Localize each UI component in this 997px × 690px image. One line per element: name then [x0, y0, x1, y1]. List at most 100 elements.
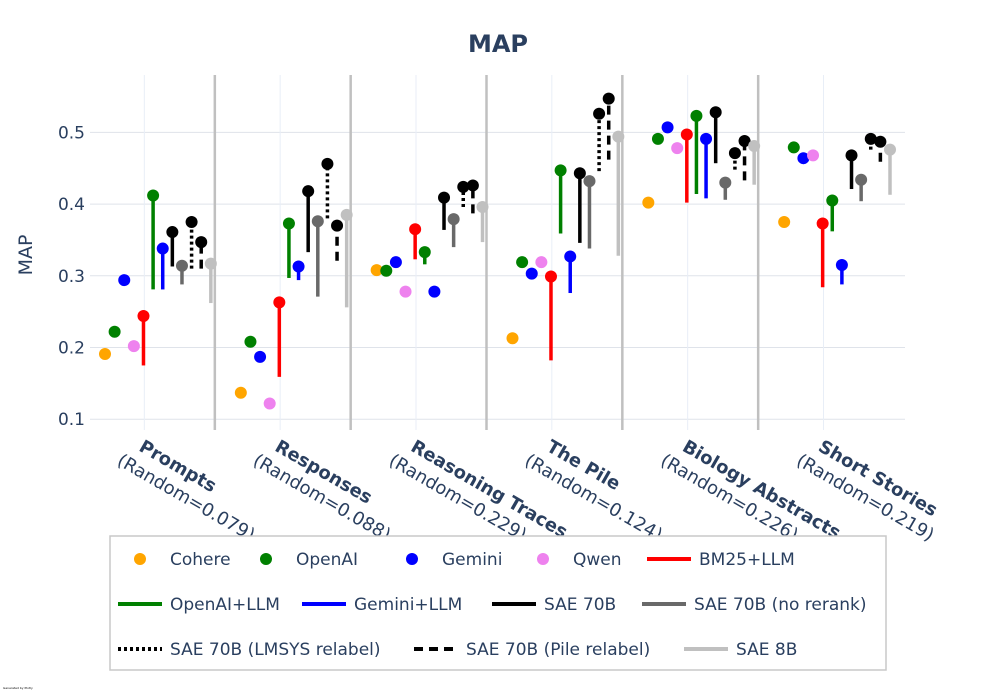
y-axis-label: MAP — [15, 235, 37, 276]
category-separators — [213, 75, 760, 430]
legend-item-bm25-llm: BM25+LLM — [647, 550, 795, 570]
bm25-llm-point — [680, 128, 693, 141]
sae-70b-point — [573, 167, 586, 180]
bm25-llm-point — [816, 217, 829, 230]
sae-70b-lmsys-relabel-point — [728, 147, 741, 160]
sae-70b-lmsys-relabel-point — [457, 180, 470, 193]
gemini-point — [661, 121, 674, 134]
legend-swatch — [260, 553, 272, 565]
legend-label: SAE 70B (LMSYS relabel) — [170, 640, 381, 660]
sae-70b-no-rerank-point — [311, 215, 324, 228]
sae-8b-point — [748, 140, 761, 152]
sae-70b-no-rerank-point — [855, 173, 868, 186]
sae-70b-point — [438, 191, 451, 204]
series-bm25-llm — [137, 128, 829, 377]
legend-label: Gemini — [442, 550, 502, 570]
openai-llm-point — [147, 189, 160, 202]
bm25-llm-point — [544, 270, 557, 283]
openai-point — [787, 141, 800, 154]
openai-point — [516, 256, 529, 269]
qwen-point — [671, 142, 684, 155]
series-qwen — [127, 142, 820, 410]
legend-label: Cohere — [170, 550, 231, 570]
y-tick-label: 0.2 — [58, 339, 85, 359]
openai-llm-point — [826, 194, 839, 207]
legend-label: SAE 8B — [736, 640, 797, 660]
openai-point — [108, 325, 121, 338]
series-gemini-llm — [156, 132, 848, 298]
cohere-point — [234, 386, 247, 399]
sae-70b-point — [166, 226, 179, 239]
sae-70b-lmsys-relabel-point — [185, 216, 198, 229]
cohere-point — [370, 264, 383, 277]
sae-70b-pile-relabel-point — [874, 135, 887, 148]
legend-label: BM25+LLM — [699, 550, 795, 570]
sae-70b-pile-relabel-point — [602, 92, 615, 105]
sae-8b-point — [204, 257, 217, 270]
qwen-point — [807, 149, 820, 162]
bm25-llm-point — [137, 309, 150, 322]
legend-label: SAE 70B (Pile relabel) — [466, 640, 650, 660]
legend-item-openai-llm: OpenAI+LLM — [118, 595, 280, 615]
legend-swatch — [134, 553, 146, 565]
series-sae-70b-pile-relabel — [195, 92, 887, 269]
gemini-llm-point — [835, 259, 848, 272]
legend-item-openai: OpenAI — [260, 550, 358, 570]
legend-item-gemini-llm: Gemini+LLM — [302, 595, 462, 615]
sae-70b-pile-relabel-point — [466, 179, 479, 192]
qwen-point — [127, 340, 140, 353]
x-tick-label: Prompts(Random=0.079) — [114, 436, 259, 546]
series-sae-70b — [166, 106, 858, 267]
bm25-llm-point — [273, 296, 286, 309]
qwen-point — [535, 256, 548, 269]
sae-8b-point — [612, 130, 625, 143]
legend-label: SAE 70B — [544, 595, 616, 615]
y-axis-ticks: 0.1 0.2 0.3 0.4 0.5 — [58, 123, 85, 430]
series-sae-70b-lmsys-relabel — [185, 107, 877, 269]
gemini-llm-point — [292, 260, 305, 273]
gemini-llm-point — [700, 132, 713, 145]
gemini-point — [254, 350, 267, 363]
legend-item-sae-70b-no-rerank: SAE 70B (no rerank) — [642, 595, 867, 615]
sae-70b-lmsys-relabel-point — [593, 107, 606, 120]
y-tick-label: 0.1 — [58, 410, 85, 430]
legend-label: Gemini+LLM — [354, 595, 462, 615]
y-tick-label: 0.3 — [58, 267, 85, 287]
y-tick-label: 0.5 — [58, 123, 85, 143]
gemini-point — [797, 152, 810, 165]
cohere-point — [98, 347, 111, 360]
cohere-point — [642, 196, 655, 209]
series-openai-llm — [147, 109, 839, 290]
bm25-llm-point — [409, 223, 422, 236]
legend-label: OpenAI — [296, 550, 358, 570]
openai-llm-point — [690, 109, 703, 122]
sae-70b-no-rerank-point — [583, 175, 596, 188]
qwen-point — [263, 397, 276, 410]
openai-llm-point — [282, 217, 295, 230]
gemini-llm-point — [564, 250, 577, 263]
gemini-llm-point — [156, 242, 169, 255]
series-sae-70b-no-rerank — [175, 173, 868, 297]
sae-8b-point — [340, 208, 353, 221]
legend-item-sae-70b-lmsys-relabel: SAE 70B (LMSYS relabel) — [118, 640, 381, 660]
qwen-point — [399, 285, 412, 298]
openai-point — [380, 264, 393, 277]
gemini-point — [118, 274, 131, 287]
sae-70b-point — [709, 106, 722, 119]
cohere-point — [778, 216, 791, 229]
sae-70b-lmsys-relabel-point — [321, 157, 334, 170]
series-cohere — [98, 196, 791, 399]
cohere-point — [506, 332, 519, 345]
openai-llm-point — [418, 246, 431, 259]
sae-70b-point — [845, 149, 858, 162]
gemini-llm-point — [428, 285, 441, 298]
gemini-point — [389, 256, 402, 269]
sae-70b-lmsys-relabel-point — [864, 132, 877, 145]
legend-item-sae-70b-pile-relabel: SAE 70B (Pile relabel) — [414, 640, 650, 660]
chart-title: MAP — [468, 30, 528, 58]
sae-70b-no-rerank-point — [719, 176, 732, 189]
legend: Cohere OpenAI Gemini Qwen BM25+LLM OpenAI+LLM… — [109, 535, 887, 671]
legend-item-sae-8b: SAE 8B — [684, 640, 797, 660]
x-tick-label: Responses(Random=0.088) — [249, 436, 394, 546]
